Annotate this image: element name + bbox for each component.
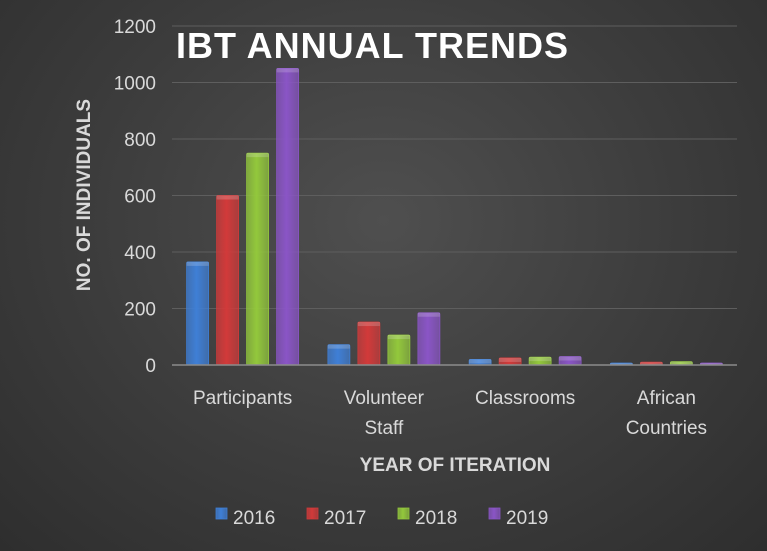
y-axis-title: NO. OF INDIVIDUALS bbox=[74, 99, 95, 291]
bar-top-highlight bbox=[246, 153, 269, 158]
y-tick-label: 800 bbox=[124, 130, 156, 151]
bar-2016-0 bbox=[186, 261, 210, 366]
bar-2019-0 bbox=[276, 67, 300, 366]
legend-label-2018: 2018 bbox=[415, 508, 457, 529]
bar-top-highlight bbox=[469, 359, 492, 364]
chart-title: IBT ANNUAL TRENDS bbox=[176, 25, 569, 66]
y-tick-label: 1000 bbox=[114, 74, 156, 95]
bar-top-highlight bbox=[700, 363, 723, 365]
bar-2018-1 bbox=[387, 334, 411, 366]
bar-top-highlight bbox=[216, 195, 239, 200]
bar-top-highlight bbox=[529, 357, 552, 362]
bar-top-highlight bbox=[327, 344, 350, 349]
y-tick-label: 200 bbox=[124, 300, 156, 321]
legend-label-2019: 2019 bbox=[506, 508, 548, 529]
legend-swatch-2019 bbox=[488, 507, 501, 520]
legend-label-2017: 2017 bbox=[324, 508, 366, 529]
bar-2017-0 bbox=[216, 195, 240, 366]
bar-top-highlight bbox=[610, 363, 633, 365]
x-tick-label: Classrooms bbox=[475, 388, 575, 409]
bar-top-highlight bbox=[640, 362, 663, 365]
x-tick-label: Volunteer Staff bbox=[344, 388, 425, 439]
bar-2017-1 bbox=[357, 321, 381, 366]
x-tick-labels: Participants Volunteer Staff Classrooms Afri… bbox=[193, 388, 707, 439]
x-axis-title: YEAR OF ITERATION bbox=[360, 455, 551, 476]
bars bbox=[186, 67, 723, 366]
y-tick-labels: 0 200 400 600 800 1000 1200 bbox=[114, 17, 156, 377]
x-tick-label: Participants bbox=[193, 388, 292, 409]
legend-swatch-2016 bbox=[215, 507, 228, 520]
bar-top-highlight bbox=[417, 312, 440, 317]
legend-swatch-2017 bbox=[306, 507, 319, 520]
x-tick-label: African Countries bbox=[626, 388, 707, 439]
legend-label-2016: 2016 bbox=[233, 508, 275, 529]
legend: 2016 2017 2018 2019 bbox=[215, 507, 548, 529]
y-tick-label: 1200 bbox=[114, 17, 156, 38]
bar-top-highlight bbox=[670, 361, 693, 365]
bar-top-highlight bbox=[559, 356, 582, 361]
bar-top-highlight bbox=[499, 357, 522, 362]
bar-top-highlight bbox=[186, 261, 209, 266]
bar-top-highlight bbox=[357, 322, 380, 327]
y-tick-label: 400 bbox=[124, 243, 156, 264]
y-tick-label: 600 bbox=[124, 187, 156, 208]
bar-2019-1 bbox=[417, 312, 441, 366]
bar-top-highlight bbox=[276, 68, 299, 73]
bar-2018-0 bbox=[246, 152, 270, 366]
y-tick-label: 0 bbox=[145, 356, 156, 377]
legend-swatch-2018 bbox=[397, 507, 410, 520]
bar-top-highlight bbox=[387, 335, 410, 340]
